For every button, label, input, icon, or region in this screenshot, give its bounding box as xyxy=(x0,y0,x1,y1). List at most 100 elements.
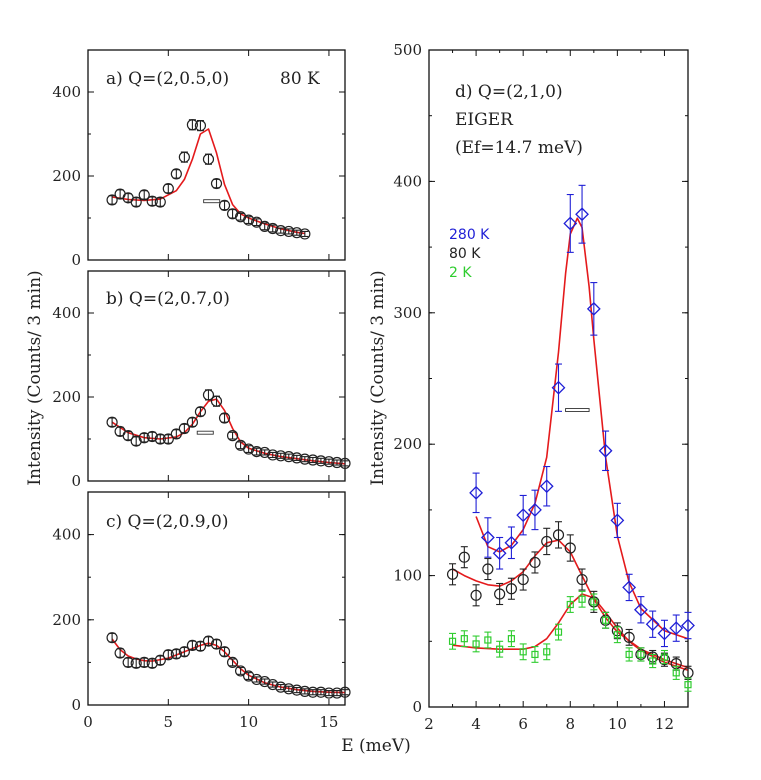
y-tick-label: 0 xyxy=(71,251,81,269)
data-point xyxy=(299,453,311,465)
x-tick-label: 5 xyxy=(164,713,174,731)
data-point xyxy=(681,618,695,633)
data-point xyxy=(162,183,174,195)
x-tick-label: 2 xyxy=(424,715,434,733)
left-y-axis-label: Intensity (Counts/ 3 min) xyxy=(25,270,45,485)
data-point xyxy=(578,595,586,603)
data-point xyxy=(543,648,551,656)
data-point xyxy=(299,685,311,697)
data-point xyxy=(331,456,343,469)
data-point xyxy=(484,636,492,644)
data-point xyxy=(517,573,529,586)
data-point xyxy=(622,580,637,595)
fit-curve xyxy=(452,593,689,671)
data-point xyxy=(551,380,566,395)
data-point xyxy=(186,639,199,651)
data-point xyxy=(669,621,684,636)
x-tick-label: 10 xyxy=(608,715,627,733)
data-point xyxy=(586,301,601,316)
data-point xyxy=(684,681,692,689)
data-point xyxy=(122,656,134,669)
x-tick-label: 12 xyxy=(655,715,674,733)
y-tick-label: 200 xyxy=(52,611,81,629)
y-tick-label: 500 xyxy=(393,41,422,59)
panel-c-frame xyxy=(87,491,346,706)
data-point xyxy=(552,529,565,541)
data-point xyxy=(130,657,142,669)
data-point xyxy=(146,430,158,443)
data-point xyxy=(243,214,255,226)
data-point xyxy=(482,563,494,575)
y-tick-label: 200 xyxy=(393,435,422,453)
resolution-bar xyxy=(203,199,221,204)
data-point xyxy=(460,635,468,643)
panel-d-title-line-3: (Ef=14.7 meV) xyxy=(455,138,583,158)
data-point xyxy=(566,600,574,609)
data-point xyxy=(472,640,480,648)
data-point xyxy=(106,416,118,428)
data-point xyxy=(275,450,287,462)
data-point xyxy=(575,207,589,222)
data-point xyxy=(138,656,150,669)
data-point xyxy=(251,446,263,458)
data-point xyxy=(138,432,150,444)
data-point xyxy=(186,416,199,428)
data-point xyxy=(657,626,672,641)
y-tick-label: 0 xyxy=(71,472,81,490)
data-point xyxy=(323,456,335,468)
data-point xyxy=(563,216,578,231)
series-80k xyxy=(106,632,351,699)
data-point xyxy=(202,389,215,401)
panel-b-title: b) Q=(2,0.7,0) xyxy=(106,289,230,309)
data-point xyxy=(637,650,645,659)
x-tick-label: 4 xyxy=(471,715,481,733)
data-point xyxy=(660,653,669,661)
data-point xyxy=(194,119,207,132)
data-point xyxy=(470,589,482,601)
data-point xyxy=(226,430,239,442)
fit-curve xyxy=(452,539,689,669)
panel-d-title-line-1: d) Q=(2,1,0) xyxy=(455,82,563,102)
data-point xyxy=(458,551,470,563)
data-point xyxy=(299,228,311,240)
data-point xyxy=(162,649,174,661)
panel-c-marks: 0 5 10 15 0 200 400 xyxy=(52,492,351,731)
panel-a-frame xyxy=(87,49,346,261)
data-point xyxy=(494,588,506,600)
resolution-bar xyxy=(196,430,214,435)
data-point xyxy=(122,430,134,442)
data-point xyxy=(202,635,215,647)
panel-a-title: a) Q=(2,0.5,0) xyxy=(106,69,229,89)
data-point xyxy=(218,412,231,424)
data-point xyxy=(170,168,182,180)
data-point xyxy=(610,513,625,528)
panel-b-marks: 0 200 400 xyxy=(52,271,351,490)
data-point xyxy=(448,637,457,645)
data-point xyxy=(194,406,207,418)
legend-item-2k: 2 K xyxy=(449,265,472,281)
data-point xyxy=(315,686,327,698)
data-point xyxy=(178,151,190,163)
data-point xyxy=(210,395,223,407)
data-point xyxy=(446,568,459,580)
data-point xyxy=(218,646,231,658)
data-point xyxy=(531,650,539,659)
data-point xyxy=(529,556,541,569)
data-point xyxy=(507,635,516,643)
data-point xyxy=(307,454,319,466)
data-point xyxy=(672,669,680,677)
data-point xyxy=(146,657,158,669)
data-point xyxy=(202,153,215,165)
y-tick-label: 0 xyxy=(71,696,81,714)
data-point xyxy=(633,602,648,617)
series-280k xyxy=(469,184,695,648)
data-point xyxy=(194,640,207,652)
data-point xyxy=(106,632,118,644)
x-tick-label: 0 xyxy=(83,713,93,731)
series-2k xyxy=(448,590,692,692)
data-point xyxy=(146,195,158,207)
data-point xyxy=(480,530,495,545)
right-y-axis-label: Intensity (Counts/ 3 min) xyxy=(368,270,388,485)
panel-c-title: c) Q=(2,0.9,0) xyxy=(106,512,228,532)
